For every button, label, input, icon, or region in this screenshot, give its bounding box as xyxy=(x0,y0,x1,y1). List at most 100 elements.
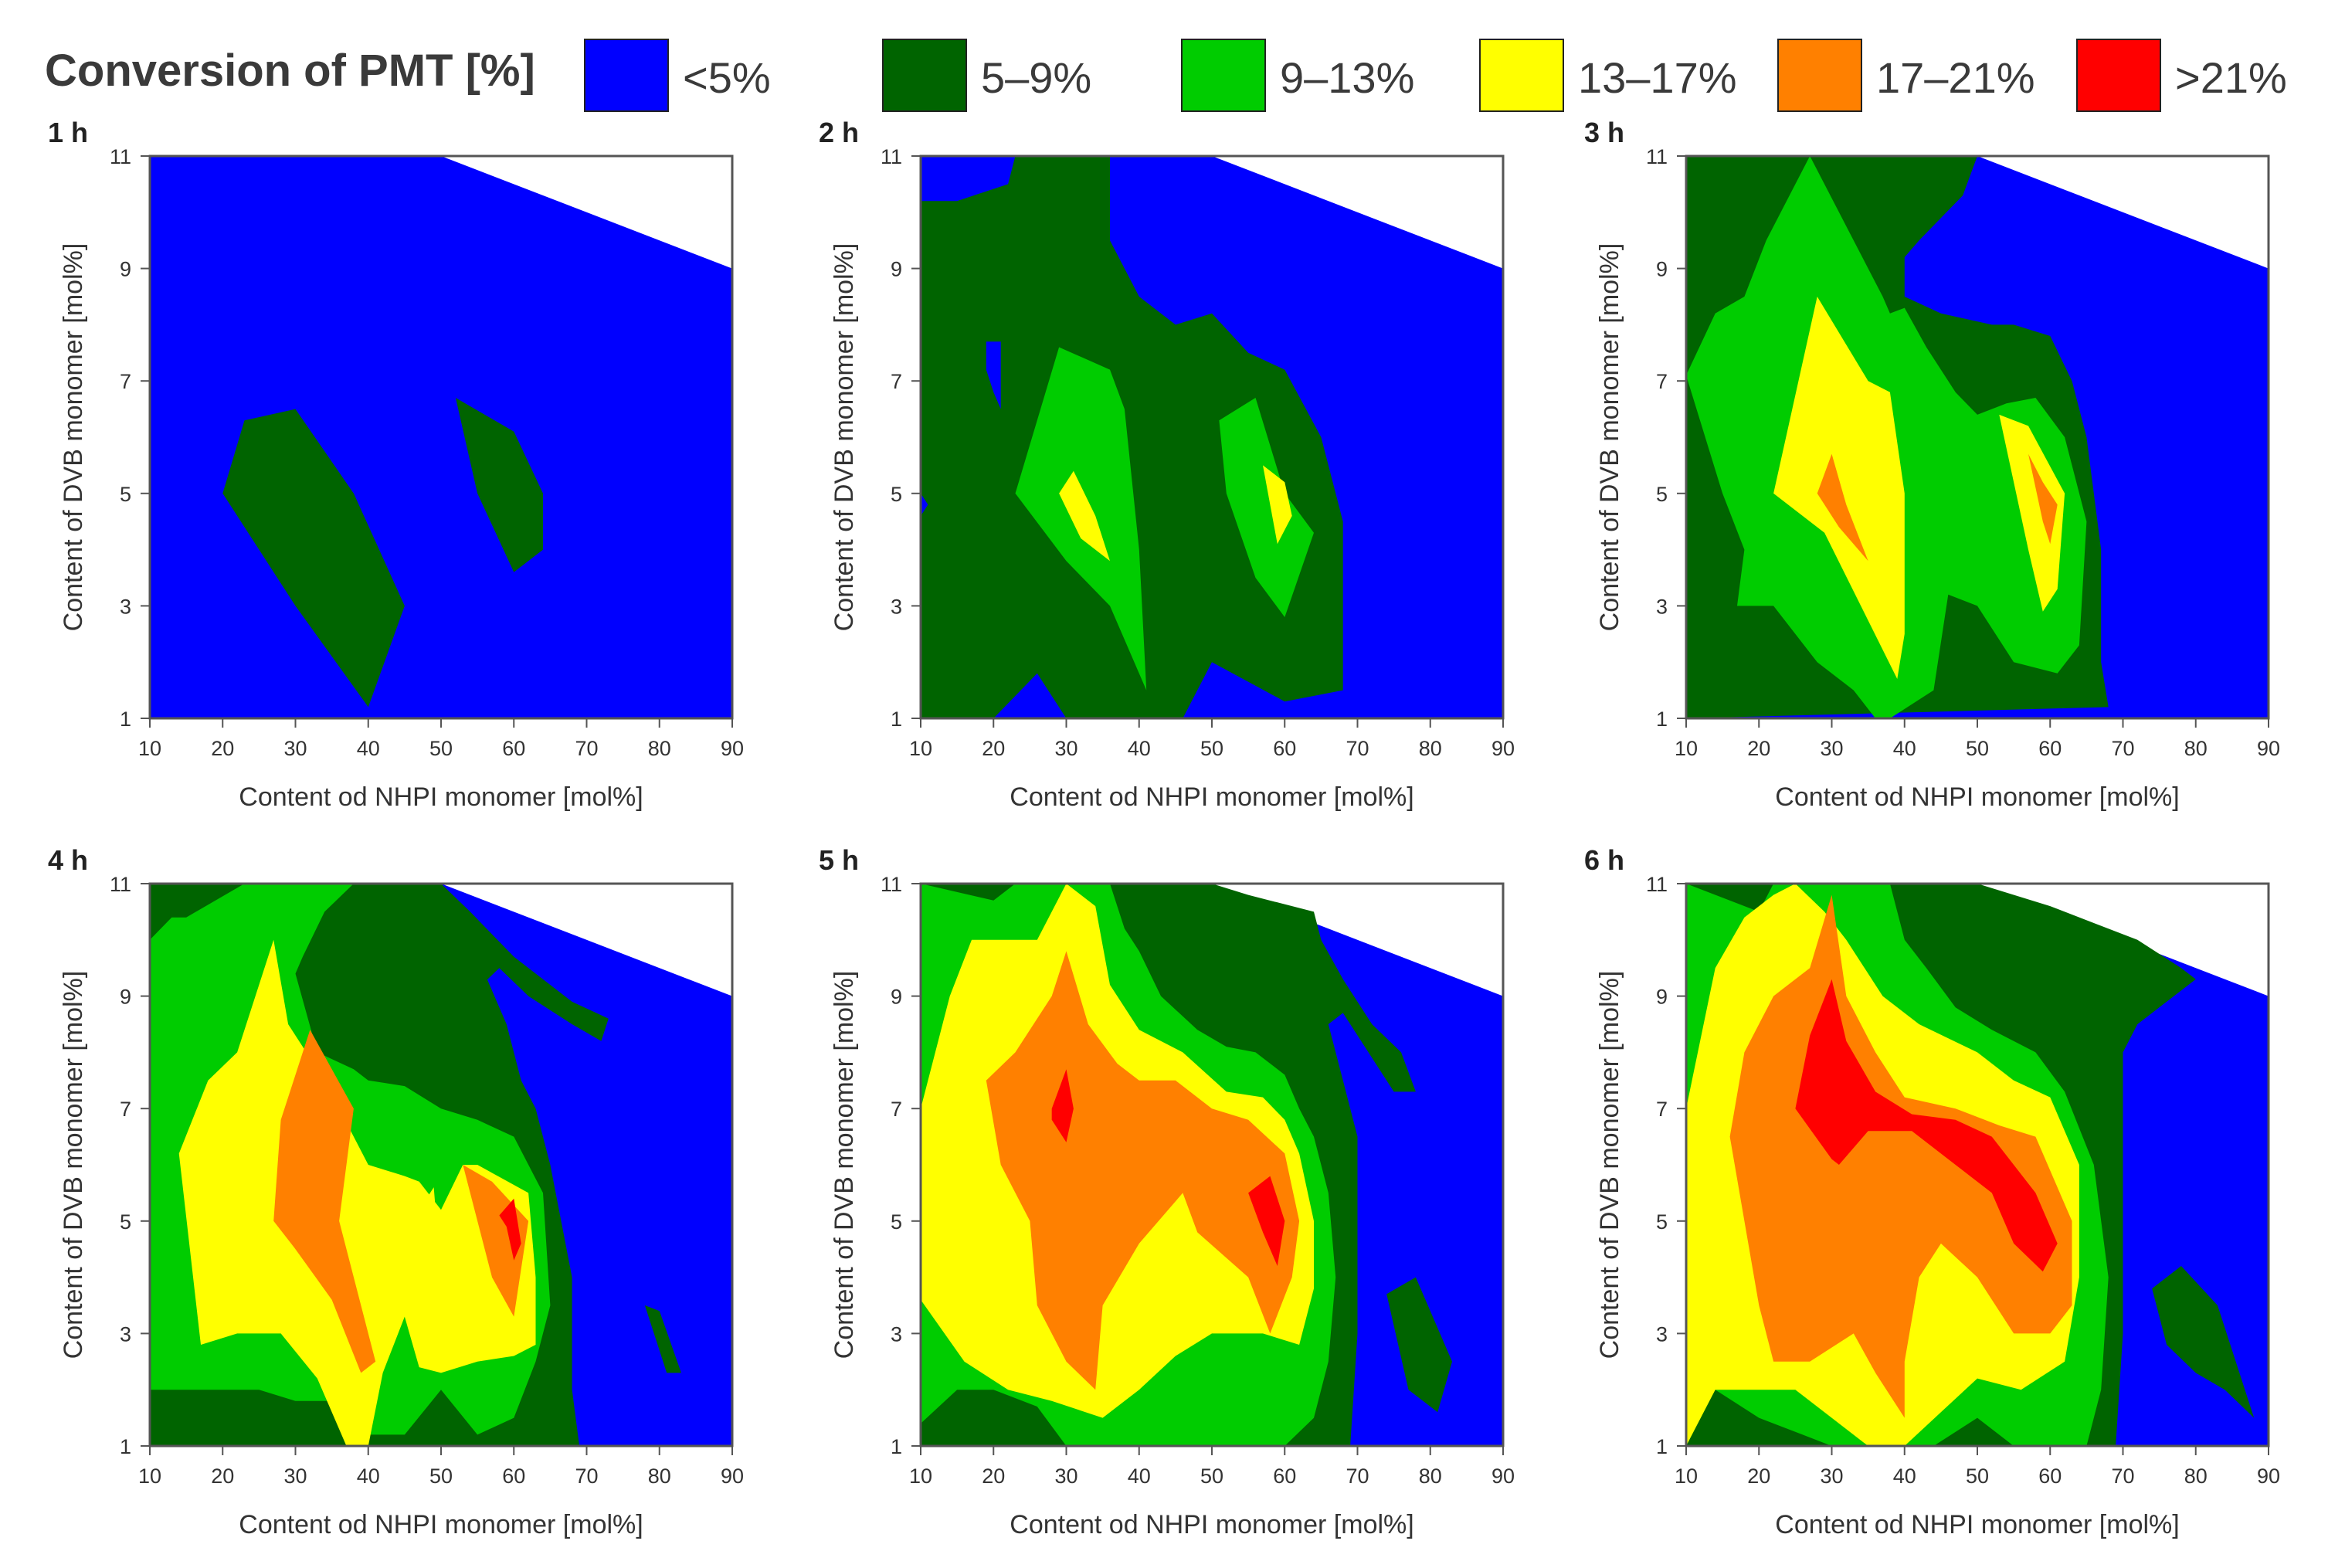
legend-swatch xyxy=(1777,39,1862,112)
x-tick-label: 90 xyxy=(721,1464,744,1488)
contour-region-level-5 xyxy=(1795,979,2058,1272)
contour-region-level-4 xyxy=(2028,453,2058,545)
legend-label: 17–21% xyxy=(1876,53,2035,102)
x-tick-label: 20 xyxy=(211,737,234,760)
x-tick-label: 90 xyxy=(1492,737,1515,760)
contour-region-level-0 xyxy=(150,156,732,718)
y-tick-label: 5 xyxy=(120,483,131,506)
y-axis-label: Content of DVB monomer [mol%] xyxy=(59,243,88,632)
panel-title: 1 h xyxy=(48,117,88,148)
x-tick-label: 60 xyxy=(2038,1464,2062,1488)
x-tick-label: 90 xyxy=(721,737,744,760)
y-tick-label: 9 xyxy=(120,258,131,281)
legend-label: >21% xyxy=(2175,53,2287,102)
contour-regions xyxy=(921,156,1503,718)
contour-region-level-5 xyxy=(499,1198,521,1261)
legend-swatch xyxy=(882,39,967,112)
x-tick-label: 90 xyxy=(2257,1464,2280,1488)
y-axis-label: Content of DVB monomer [mol%] xyxy=(1595,971,1624,1359)
x-tick-label: 90 xyxy=(2257,737,2280,760)
x-axis-label: Content od NHPI monomer [mol%] xyxy=(239,782,643,812)
contour-region-level-3 xyxy=(1263,465,1292,545)
x-tick-label: 30 xyxy=(283,737,307,760)
x-tick-label: 70 xyxy=(1346,737,1369,760)
y-tick-label: 3 xyxy=(891,595,902,618)
x-tick-label: 40 xyxy=(357,1464,380,1488)
y-tick-label: 1 xyxy=(1656,708,1668,731)
legend-label: <5% xyxy=(683,53,771,102)
x-tick-label: 30 xyxy=(283,1464,307,1488)
x-tick-label: 70 xyxy=(2111,737,2134,760)
y-tick-label: 3 xyxy=(1656,1322,1668,1346)
y-axis-label: Content of DVB monomer [mol%] xyxy=(830,243,859,632)
y-tick-label: 5 xyxy=(891,483,902,506)
x-tick-label: 40 xyxy=(1893,1464,1916,1488)
chart-panel-6: 10 20 30 40 50 60 70 80 90 1 3 5 7 9 11 Content od NHPI… xyxy=(1584,844,2280,1539)
y-tick-label: 1 xyxy=(120,708,131,731)
x-tick-label: 30 xyxy=(1054,737,1077,760)
x-tick-label: 40 xyxy=(1128,1464,1151,1488)
contour-regions xyxy=(1686,156,2269,718)
x-tick-label: 50 xyxy=(1966,737,1989,760)
contour-region-level-4 xyxy=(463,1165,529,1317)
contour-regions xyxy=(921,884,1503,1446)
x-tick-label: 80 xyxy=(1419,737,1442,760)
x-tick-label: 50 xyxy=(1200,737,1223,760)
chart-panel-2: 10 20 30 40 50 60 70 80 90 1 3 5 7 9 11 Content od NHPI… xyxy=(819,117,1515,812)
x-tick-label: 10 xyxy=(909,1464,932,1488)
x-tick-label: 10 xyxy=(909,737,932,760)
contour-region-level-1 xyxy=(455,398,543,572)
x-tick-label: 10 xyxy=(1675,737,1698,760)
panel-title: 4 h xyxy=(48,844,88,876)
y-tick-label: 7 xyxy=(891,370,902,393)
x-tick-label: 10 xyxy=(1675,1464,1698,1488)
y-tick-label: 11 xyxy=(1646,145,1668,168)
chart-panel-1: 10 20 30 40 50 60 70 80 90 1 3 5 7 9 11 Content od NHPI… xyxy=(48,117,744,812)
x-tick-label: 70 xyxy=(575,1464,598,1488)
chart-panel-3: 10 20 30 40 50 60 70 80 90 1 3 5 7 9 11 Content od NHPI… xyxy=(1584,117,2280,812)
x-tick-label: 50 xyxy=(1966,1464,1989,1488)
x-tick-label: 60 xyxy=(2038,737,2062,760)
x-tick-label: 80 xyxy=(1419,1464,1442,1488)
contour-region-level-1 xyxy=(1386,1277,1452,1413)
contour-region-level-5 xyxy=(1051,1069,1074,1142)
x-tick-label: 50 xyxy=(429,737,453,760)
x-tick-label: 40 xyxy=(1893,737,1916,760)
x-tick-label: 70 xyxy=(1346,1464,1369,1488)
x-tick-label: 20 xyxy=(982,737,1005,760)
contour-region-level-3 xyxy=(1999,414,2065,612)
x-tick-label: 30 xyxy=(1820,737,1843,760)
legend-swatch xyxy=(1479,39,1564,112)
x-tick-label: 40 xyxy=(357,737,380,760)
x-tick-label: 80 xyxy=(648,1464,671,1488)
y-tick-label: 1 xyxy=(120,1435,131,1458)
contour-regions xyxy=(150,156,732,718)
contour-region-level-3 xyxy=(1059,470,1110,562)
x-tick-label: 70 xyxy=(575,737,598,760)
x-tick-label: 60 xyxy=(502,1464,525,1488)
contour-region-level-2 xyxy=(1219,398,1314,617)
x-tick-label: 40 xyxy=(1128,737,1151,760)
legend-label: 5–9% xyxy=(981,53,1092,102)
y-tick-label: 9 xyxy=(120,986,131,1009)
x-axis-label: Content od NHPI monomer [mol%] xyxy=(239,1510,643,1539)
x-tick-label: 30 xyxy=(1820,1464,1843,1488)
y-tick-label: 7 xyxy=(891,1098,902,1121)
y-tick-label: 3 xyxy=(1656,595,1668,618)
x-tick-label: 80 xyxy=(2184,1464,2208,1488)
panel-title: 2 h xyxy=(819,117,859,148)
y-tick-label: 3 xyxy=(891,1322,902,1346)
y-tick-label: 7 xyxy=(120,370,131,393)
chart-panel-5: 10 20 30 40 50 60 70 80 90 1 3 5 7 9 11 Content od NHPI… xyxy=(819,844,1515,1539)
contour-region-level-0 xyxy=(986,341,1001,409)
contour-region-level-1 xyxy=(222,409,405,708)
contour-region-level-4 xyxy=(1817,453,1868,562)
y-tick-label: 5 xyxy=(891,1210,902,1234)
contour-regions xyxy=(150,884,732,1446)
y-tick-label: 5 xyxy=(1656,1210,1668,1234)
y-tick-label: 9 xyxy=(1656,986,1668,1009)
y-tick-label: 9 xyxy=(891,258,902,281)
x-axis-label: Content od NHPI monomer [mol%] xyxy=(1775,782,2179,812)
contour-region-level-1 xyxy=(644,1305,681,1373)
